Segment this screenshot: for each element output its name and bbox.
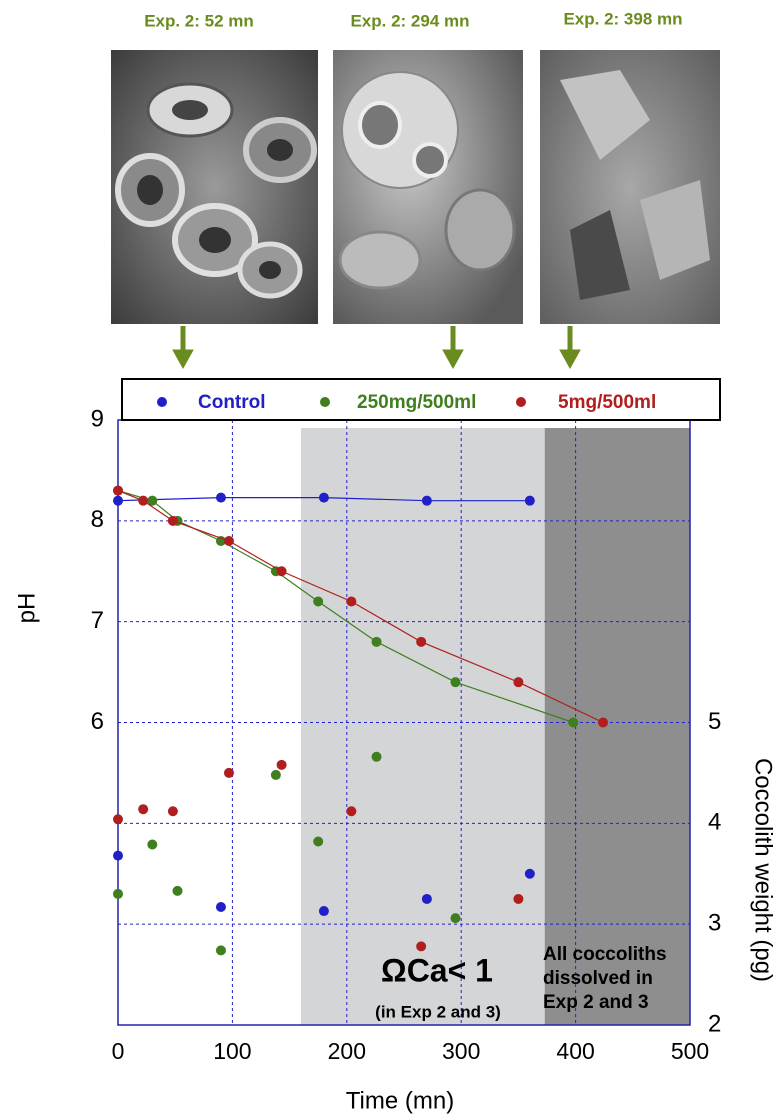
y2-axis-label: Coccolith weight (pg) <box>750 758 777 982</box>
data-point <box>138 495 149 506</box>
x-tick-label: 400 <box>556 1038 594 1064</box>
legend-marker <box>157 397 167 407</box>
data-point <box>270 769 281 780</box>
legend-label: Control <box>198 392 266 413</box>
x-tick-label: 300 <box>442 1038 480 1064</box>
data-point <box>215 492 226 503</box>
data-point <box>513 893 524 904</box>
data-point <box>524 868 535 879</box>
data-point <box>276 566 287 577</box>
data-point <box>138 804 149 815</box>
data-point <box>172 885 183 896</box>
data-point <box>276 759 287 770</box>
annotation: dissolved in <box>543 968 653 989</box>
data-point <box>313 596 324 607</box>
y-tick-label: 8 <box>91 506 104 533</box>
data-point <box>524 495 535 506</box>
data-point <box>598 717 609 728</box>
data-point <box>113 888 123 899</box>
data-point <box>421 893 432 904</box>
legend-marker <box>320 397 330 407</box>
panel-label: Exp. 2: 52 mn <box>144 11 254 30</box>
data-point <box>416 941 427 952</box>
data-point <box>371 636 382 647</box>
data-point <box>318 492 329 503</box>
data-point <box>568 717 579 728</box>
y2-tick-label: 2 <box>708 1010 721 1037</box>
y2-tick-label: 4 <box>708 809 721 836</box>
data-point <box>167 806 178 817</box>
data-point <box>113 850 123 861</box>
data-point <box>147 495 158 506</box>
data-point <box>450 913 461 924</box>
legend <box>121 378 721 421</box>
x-tick-label: 100 <box>213 1038 251 1064</box>
shaded-region <box>544 428 690 1025</box>
data-point <box>513 677 524 688</box>
x-tick-label: 200 <box>328 1038 366 1064</box>
annotation: (in Exp 2 and 3) <box>375 1002 501 1021</box>
annotation: Exp 2 and 3 <box>543 992 649 1013</box>
photo <box>111 50 318 324</box>
photo <box>333 50 523 324</box>
y2-tick-label: 3 <box>708 910 721 937</box>
annotation: All coccoliths <box>543 944 667 965</box>
data-point <box>346 596 357 607</box>
data-point <box>113 485 123 496</box>
y-tick-label: 6 <box>91 708 104 735</box>
data-point <box>450 677 461 688</box>
legend-marker <box>516 397 526 407</box>
data-point <box>313 836 324 847</box>
data-point <box>371 751 382 762</box>
shaded-region <box>301 428 545 1025</box>
data-point <box>113 495 123 506</box>
data-point <box>215 945 226 956</box>
data-point <box>215 902 226 913</box>
y2-tick-label: 5 <box>708 708 721 735</box>
photo <box>540 50 720 324</box>
y-axis-label: pH <box>13 593 40 624</box>
data-point <box>346 806 357 817</box>
data-point <box>421 495 432 506</box>
data-point <box>416 636 427 647</box>
arrow <box>172 326 581 370</box>
data-point <box>223 536 234 546</box>
y-tick-label: 9 <box>91 405 104 432</box>
x-tick-label: 500 <box>671 1038 709 1064</box>
x-axis-label: Time (mn) <box>346 1087 454 1114</box>
panel-label: Exp. 2: 398 mn <box>563 9 682 28</box>
legend-label: 250mg/500ml <box>357 392 476 413</box>
data-point <box>167 515 178 526</box>
annotation: ΩCa< 1 <box>381 952 493 988</box>
panel-label: Exp. 2: 294 mn <box>350 11 469 30</box>
legend-label: 5mg/500ml <box>558 392 656 413</box>
data-point <box>147 839 158 850</box>
data-point <box>223 767 234 778</box>
x-tick-label: 0 <box>112 1038 125 1064</box>
data-point <box>113 814 123 825</box>
data-point <box>318 906 329 917</box>
y-tick-label: 7 <box>91 607 104 634</box>
